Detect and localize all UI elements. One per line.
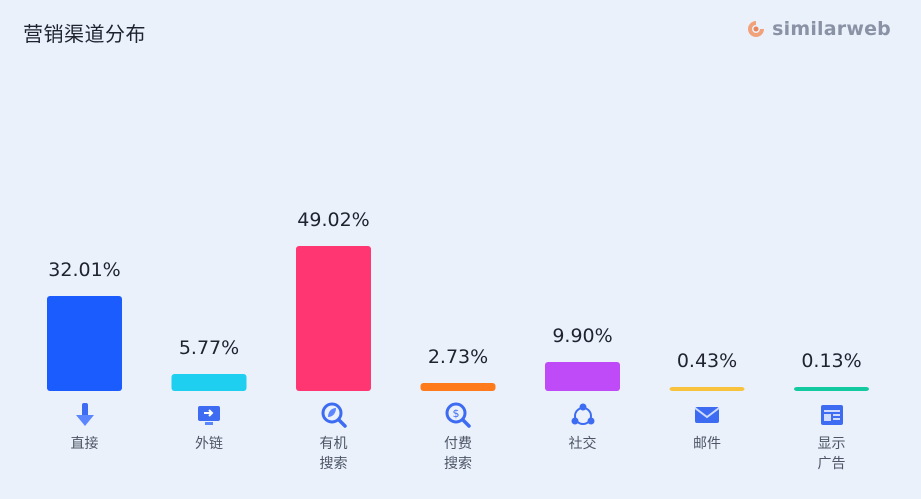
category-label-6: 邮件 bbox=[693, 436, 721, 452]
chart-title: 营销渠道分布 bbox=[23, 22, 146, 46]
value-label-7: 0.13% bbox=[801, 350, 861, 372]
value-label-1: 32.01% bbox=[48, 259, 120, 281]
direct-icon bbox=[71, 401, 99, 429]
value-label-2: 5.77% bbox=[179, 337, 239, 359]
mail-icon bbox=[693, 401, 721, 429]
bar-7[interactable] bbox=[794, 387, 869, 391]
brand-name: similarweb bbox=[772, 18, 891, 40]
paid-search-icon: $ bbox=[444, 401, 472, 429]
value-label-3: 49.02% bbox=[297, 209, 369, 231]
value-label-4: 2.73% bbox=[428, 346, 488, 368]
category-label-7: 显示 广告 bbox=[817, 436, 846, 472]
bar-6[interactable] bbox=[669, 387, 745, 391]
social-icon bbox=[569, 401, 597, 429]
category-label-3: 有机 搜索 bbox=[319, 436, 348, 472]
svg-text:$: $ bbox=[453, 407, 460, 420]
similarweb-logo-icon bbox=[748, 21, 765, 37]
display-ads-icon bbox=[818, 401, 846, 429]
organic-search-icon bbox=[320, 401, 348, 429]
value-label-6: 0.43% bbox=[677, 350, 737, 372]
bar-2[interactable] bbox=[171, 374, 247, 391]
category-label-1: 直接 bbox=[70, 436, 99, 452]
bar-3[interactable] bbox=[296, 246, 371, 391]
value-label-5: 9.90% bbox=[552, 325, 612, 347]
category-label-5: 社交 bbox=[568, 436, 597, 452]
bar-1[interactable] bbox=[47, 296, 122, 391]
category-label-2: 外链 bbox=[195, 436, 223, 452]
bar-4[interactable] bbox=[420, 383, 496, 391]
category-label-4: 付费 搜索 bbox=[444, 436, 472, 472]
bar-5[interactable] bbox=[545, 362, 620, 391]
referral-icon bbox=[195, 401, 223, 429]
brand-logo: similarweb bbox=[746, 18, 891, 40]
